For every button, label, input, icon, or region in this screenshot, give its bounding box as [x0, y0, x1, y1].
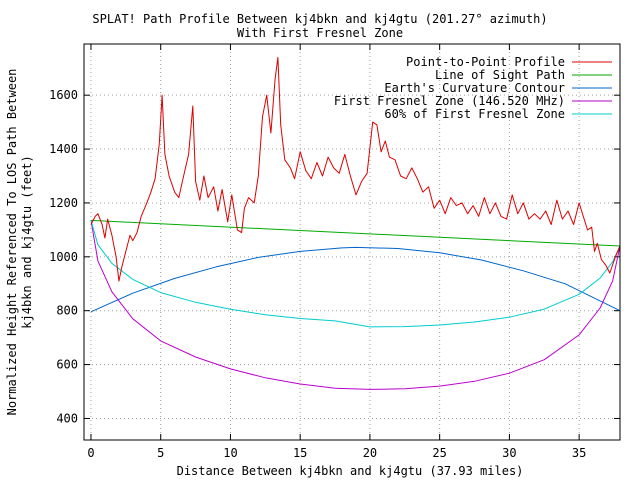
series-line-fresnel — [90, 220, 621, 390]
plot-frame — [83, 43, 621, 441]
y-tick-label: 400 — [56, 411, 78, 425]
y-tick-label: 1400 — [49, 142, 78, 156]
series-lines — [90, 57, 621, 390]
series-line-curvature — [90, 246, 621, 313]
y-axis-label-line2: kj4bkn and kj4gtu (feet) — [20, 155, 34, 328]
y-axis-label-line1: Normalized Height Referenced To LOS Path… — [5, 69, 19, 416]
chart-title: SPLAT! Path Profile Between kj4bkn and k… — [92, 12, 548, 26]
x-tick-label: 25 — [432, 446, 446, 460]
x-tick-label: 20 — [363, 446, 377, 460]
series-line-los — [90, 219, 621, 247]
x-tick-label: 0 — [87, 446, 94, 460]
legend-label-profile: Point-to-Point Profile — [406, 55, 565, 69]
legend-label-fresnel60: 60% of First Fresnel Zone — [384, 107, 565, 121]
y-tick-label: 800 — [56, 304, 78, 318]
y-tick-label: 1600 — [49, 88, 78, 102]
series-line-profile — [90, 57, 621, 282]
x-axis-label: Distance Between kj4bkn and kj4gtu (37.9… — [177, 464, 524, 478]
legend-label-fresnel: First Fresnel Zone (146.520 MHz) — [334, 94, 565, 108]
x-tick-label: 30 — [502, 446, 516, 460]
y-tick-label: 1000 — [49, 250, 78, 264]
grid-lines — [84, 44, 620, 440]
series-line-fresnel60 — [90, 220, 621, 328]
x-tick-label: 15 — [293, 446, 307, 460]
x-tick-label: 5 — [157, 446, 164, 460]
x-tick-label: 35 — [572, 446, 586, 460]
axis-ticks: 0 5 10 15 20 25 30 35 400 600 800 1000 1200 1400 1600 — [49, 44, 620, 460]
chart-subtitle: With First Fresnel Zone — [236, 26, 404, 40]
y-tick-label: 1200 — [49, 196, 78, 210]
x-tick-label: 10 — [223, 446, 237, 460]
legend-label-curvature: Earth's Curvature Contour — [384, 81, 565, 95]
y-tick-label: 600 — [56, 358, 78, 372]
legend-label-los: Line of Sight Path — [435, 68, 565, 82]
